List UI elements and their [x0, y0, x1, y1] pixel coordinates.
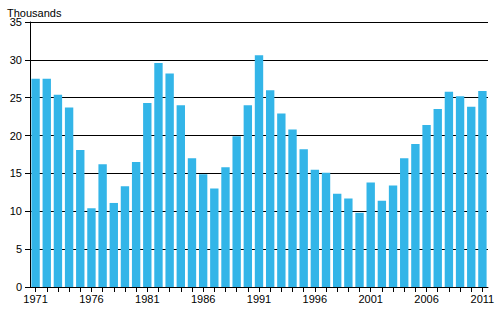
svg-text:1986: 1986 [191, 293, 215, 305]
svg-text:5: 5 [16, 243, 22, 255]
svg-text:1981: 1981 [135, 293, 159, 305]
svg-text:1996: 1996 [303, 293, 327, 305]
svg-text:0: 0 [16, 281, 22, 293]
svg-text:2006: 2006 [414, 293, 438, 305]
svg-text:35: 35 [9, 16, 22, 28]
svg-text:15: 15 [10, 167, 22, 179]
svg-text:1971: 1971 [23, 293, 47, 305]
svg-text:1991: 1991 [247, 293, 271, 305]
svg-text:10: 10 [10, 205, 22, 217]
svg-text:Thousands: Thousands [7, 7, 62, 19]
svg-text:30: 30 [10, 54, 22, 66]
svg-text:1976: 1976 [79, 293, 103, 305]
svg-text:20: 20 [10, 130, 22, 142]
svg-text:2011: 2011 [471, 293, 495, 305]
svg-text:2001: 2001 [358, 293, 382, 305]
svg-text:25: 25 [10, 92, 22, 104]
